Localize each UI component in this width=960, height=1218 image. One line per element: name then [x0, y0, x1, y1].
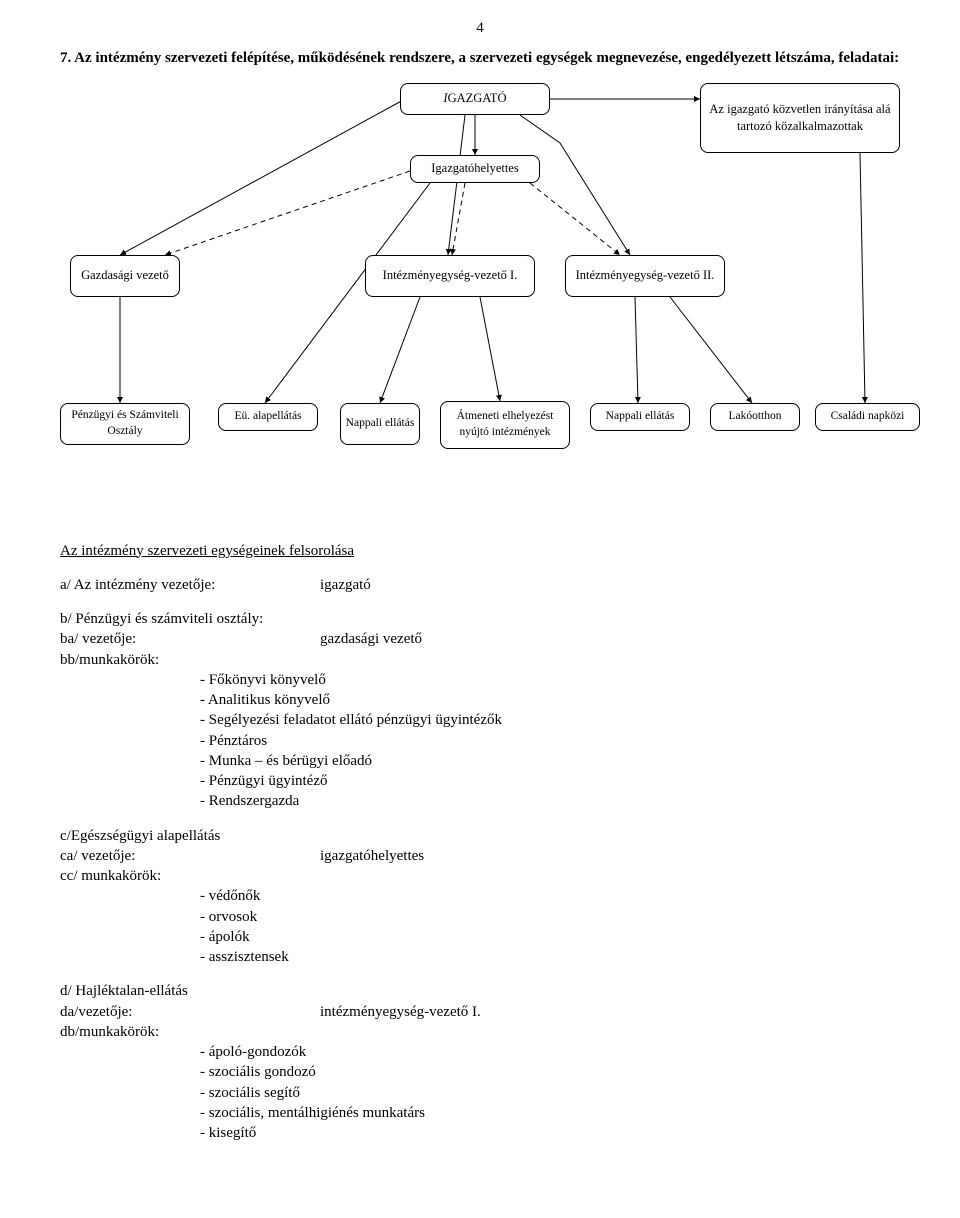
ca-value: igazgatóhelyettes — [320, 846, 900, 866]
page-number: 4 — [60, 0, 900, 44]
ba-label: ba/ vezetője: — [60, 629, 320, 649]
c-heading: c/Egészségügyi alapellátás — [60, 826, 900, 846]
ca-label: ca/ vezetője: — [60, 846, 320, 866]
list-item: - ápolók — [200, 927, 900, 947]
node-iev1: Intézményegység-vezető I. — [365, 255, 535, 297]
edge-iev1-atmeneti — [480, 297, 500, 401]
bb-label: bb/munkakörök: — [60, 650, 900, 670]
node-lakootthon: Lakóotthon — [710, 403, 800, 431]
list-item: - Rendszergazda — [200, 791, 900, 811]
a-value: igazgató — [320, 575, 900, 595]
edge-igazgato-iev2 — [520, 115, 630, 255]
edge-helyettes-iev1 — [452, 183, 465, 255]
node-eu: Eü. alapellátás — [218, 403, 318, 431]
node-igazgato: IGAZGATÓ — [400, 83, 550, 115]
node-iev2: Intézményegység-vezető II. — [565, 255, 725, 297]
edge-iev2-lakootthon — [670, 297, 752, 403]
edge-igazgato-iev1 — [448, 115, 465, 255]
list-item: - Analitikus könyvelő — [200, 690, 900, 710]
edge-helyettes-iev2 — [530, 183, 620, 255]
db-list: - ápoló-gondozók- szociális gondozó- szo… — [60, 1042, 900, 1143]
edge-igazgato-gazdasagi — [120, 99, 405, 255]
node-nappali1: Nappali ellátás — [340, 403, 420, 445]
list-item: - Munka – és bérügyi előadó — [200, 751, 900, 771]
row-ba: ba/ vezetője: gazdasági vezető — [60, 629, 900, 649]
node-kozvetlen: Az igazgató közvetlen irányítása alá tar… — [700, 83, 900, 153]
b-heading: b/ Pénzügyi és számviteli osztály: — [60, 609, 900, 629]
node-gazdasagi: Gazdasági vezető — [70, 255, 180, 297]
section-heading: 7. Az intézmény szervezeti felépítése, m… — [60, 48, 900, 68]
edge-kozvetlen-napkozi — [860, 153, 865, 403]
edge-iev1-nappali1 — [380, 297, 420, 403]
da-label: da/vezetője: — [60, 1002, 320, 1022]
list-item: - Főkönyvi könyvelő — [200, 670, 900, 690]
list-item: - szociális segítő — [200, 1083, 900, 1103]
cc-label: cc/ munkakörök: — [60, 866, 900, 886]
row-da: da/vezetője: intézményegység-vezető I. — [60, 1002, 900, 1022]
list-item: - asszisztensek — [200, 947, 900, 967]
db-label: db/munkakörök: — [60, 1022, 900, 1042]
da-value: intézményegység-vezető I. — [320, 1002, 900, 1022]
list-item: - Pénztáros — [200, 731, 900, 751]
node-nappali2: Nappali ellátás — [590, 403, 690, 431]
list-item: - Segélyezési feladatot ellátó pénzügyi … — [200, 710, 900, 730]
bb-list: - Főkönyvi könyvelő- Analitikus könyvelő… — [60, 670, 900, 812]
list-item: - ápoló-gondozók — [200, 1042, 900, 1062]
node-napkozi: Családi napközi — [815, 403, 920, 431]
node-atmeneti: Átmeneti elhelyezést nyújtó intézmények — [440, 401, 570, 449]
list-item: - orvosok — [200, 907, 900, 927]
node-penzugyi: Pénzügyi és Számviteli Osztály — [60, 403, 190, 445]
a-label: a/ Az intézmény vezetője: — [60, 575, 320, 595]
d-heading: d/ Hajléktalan-ellátás — [60, 981, 900, 1001]
cc-list: - védőnők- orvosok- ápolók- asszisztense… — [60, 886, 900, 967]
list-item: - Pénzügyi ügyintéző — [200, 771, 900, 791]
list-item: - kisegítő — [200, 1123, 900, 1143]
edge-iev2-nappali2 — [635, 297, 638, 403]
list-item: - szociális gondozó — [200, 1062, 900, 1082]
row-a: a/ Az intézmény vezetője: igazgató — [60, 575, 900, 595]
list-item: - szociális, mentálhigiénés munkatárs — [200, 1103, 900, 1123]
edge-helyettes-gazdasagi — [165, 171, 410, 255]
org-chart: IGAZGATÓ Igazgatóhelyettes Az igazgató köz… — [60, 83, 900, 533]
list-item: - védőnők — [200, 886, 900, 906]
body-section-title: Az intézmény szervezeti egységeinek fels… — [60, 541, 900, 561]
ba-value: gazdasági vezető — [320, 629, 900, 649]
node-helyettes: Igazgatóhelyettes — [410, 155, 540, 183]
row-ca: ca/ vezetője: igazgatóhelyettes — [60, 846, 900, 866]
